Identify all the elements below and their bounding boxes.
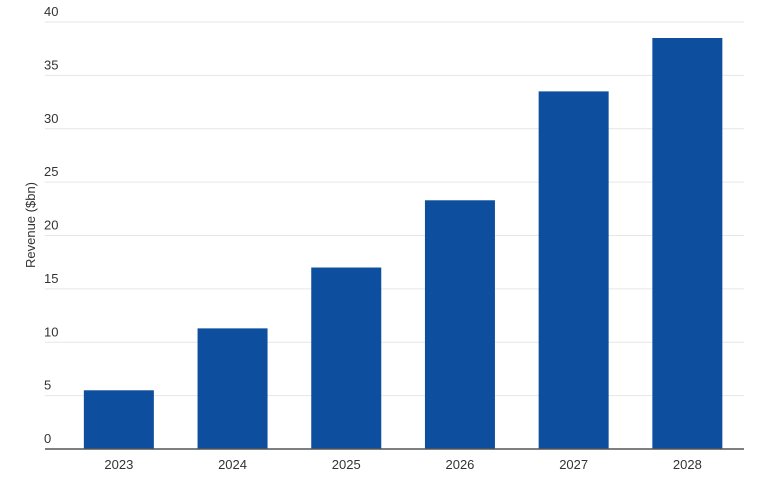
y-axis-tick-labels: 0 5 10 15 20 25 30 35 40 [44,4,58,446]
bar-2026 [424,200,495,449]
y-tick-label: 10 [44,324,58,339]
y-tick-label: 35 [44,57,58,72]
x-tick-label: 2026 [445,457,474,472]
y-tick-label: 5 [44,378,51,393]
bar-2023 [83,390,154,449]
bar-2025 [311,267,382,449]
y-tick-label: 0 [44,431,51,446]
x-tick-label: 2025 [332,457,361,472]
y-tick-label: 20 [44,218,58,233]
gridlines [45,21,744,397]
x-tick-label: 2023 [104,457,133,472]
y-tick-label: 30 [44,111,58,126]
x-tick-label: 2027 [559,457,588,472]
x-axis-tick-labels: 2023 2024 2025 2026 2027 2028 [104,457,701,472]
y-tick-label: 15 [44,271,58,286]
y-tick-label: 40 [44,4,58,19]
y-tick-label: 25 [44,164,58,179]
x-tick-label: 2028 [673,457,702,472]
bar-2028 [652,38,723,449]
bars [83,38,723,449]
y-axis-title: Revenue ($bn) [23,182,38,268]
bar-2027 [538,91,609,449]
x-tick-label: 2024 [218,457,247,472]
bar-2024 [197,328,268,449]
